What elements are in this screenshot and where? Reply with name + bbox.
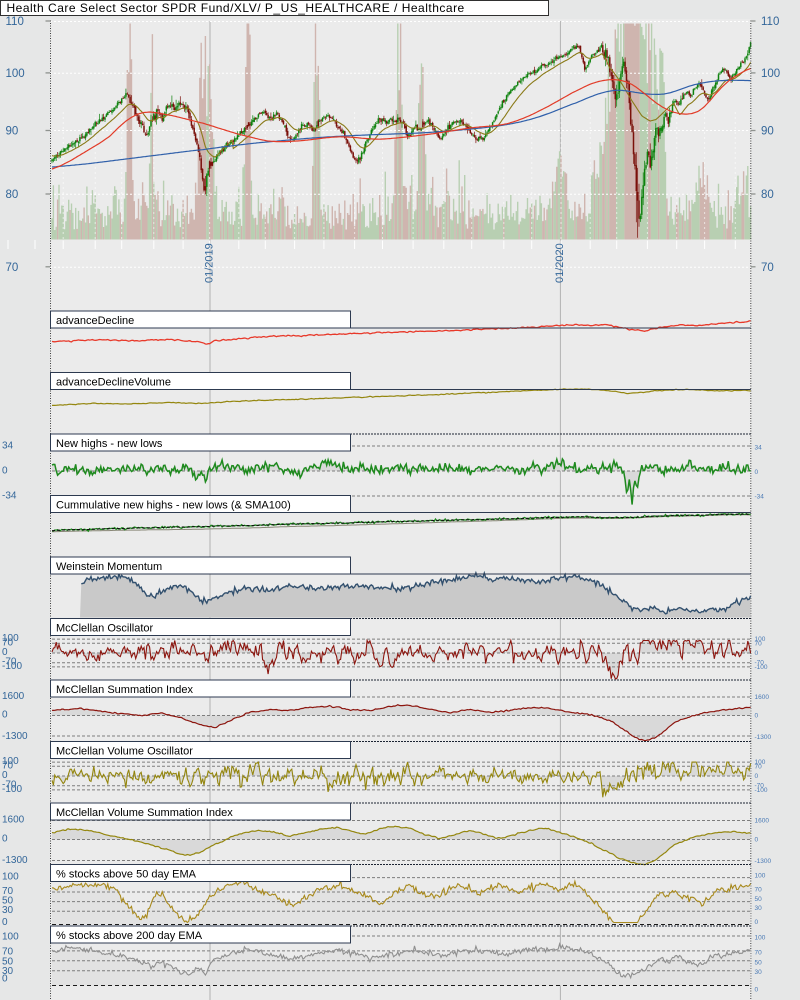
svg-text:1600: 1600: [755, 818, 770, 825]
svg-text:0: 0: [2, 974, 8, 985]
svg-text:80: 80: [761, 189, 774, 201]
svg-text:-100: -100: [2, 784, 22, 795]
svg-text:-34: -34: [755, 494, 765, 501]
svg-text:0: 0: [755, 713, 759, 720]
svg-text:0: 0: [755, 837, 759, 844]
svg-text:New highs - new lows: New highs - new lows: [56, 438, 163, 450]
svg-text:0: 0: [2, 917, 8, 928]
svg-text:1600: 1600: [755, 694, 770, 701]
svg-text:-100: -100: [755, 787, 768, 794]
svg-text:80: 80: [6, 189, 19, 201]
svg-text:110: 110: [761, 16, 779, 28]
svg-text:Health Care Select Sector SPDR: Health Care Select Sector SPDR Fund/XLV/…: [7, 1, 465, 15]
svg-text:34: 34: [2, 441, 14, 452]
svg-text:0: 0: [755, 987, 759, 994]
svg-text:70: 70: [6, 262, 19, 274]
svg-text:50: 50: [755, 959, 763, 966]
svg-text:-1300: -1300: [755, 734, 772, 741]
svg-text:30: 30: [2, 966, 14, 977]
svg-text:-100: -100: [755, 664, 768, 671]
svg-text:110: 110: [6, 16, 24, 28]
svg-text:100: 100: [6, 68, 25, 80]
svg-text:-70: -70: [755, 660, 765, 667]
svg-text:70: 70: [2, 886, 14, 897]
svg-text:0: 0: [2, 466, 8, 477]
svg-text:McClellan Oscillator: McClellan Oscillator: [56, 623, 154, 635]
svg-text:30: 30: [755, 969, 763, 976]
svg-text:50: 50: [2, 896, 14, 907]
svg-text:-1300: -1300: [2, 855, 28, 866]
svg-text:50: 50: [755, 896, 763, 903]
svg-text:100: 100: [2, 932, 19, 943]
svg-text:-70: -70: [755, 783, 765, 790]
svg-text:100: 100: [755, 759, 766, 766]
svg-text:McClellan Volume Summation Ind: McClellan Volume Summation Index: [56, 807, 233, 819]
svg-text:1600: 1600: [2, 691, 25, 702]
svg-text:-1300: -1300: [2, 731, 28, 742]
svg-text:0: 0: [755, 469, 759, 476]
svg-text:70: 70: [755, 887, 763, 894]
svg-text:0: 0: [755, 773, 759, 780]
svg-text:01/2020: 01/2020: [554, 243, 566, 283]
svg-text:0: 0: [755, 919, 759, 926]
svg-text:-1300: -1300: [755, 858, 772, 865]
svg-text:70: 70: [755, 640, 763, 647]
svg-text:90: 90: [761, 126, 774, 138]
svg-text:70: 70: [2, 637, 14, 648]
svg-text:100: 100: [755, 636, 766, 643]
svg-text:-70: -70: [2, 657, 17, 668]
svg-text:90: 90: [6, 126, 19, 138]
svg-text:100: 100: [2, 633, 19, 644]
svg-text:% stocks above 200 day EMA: % stocks above 200 day EMA: [56, 930, 203, 942]
svg-text:70: 70: [755, 949, 763, 956]
svg-text:McClellan Volume Oscillator: McClellan Volume Oscillator: [56, 746, 193, 758]
svg-text:0: 0: [2, 770, 8, 781]
svg-text:0: 0: [2, 834, 8, 845]
svg-text:McClellan Summation Index: McClellan Summation Index: [56, 684, 193, 696]
svg-text:70: 70: [755, 763, 763, 770]
svg-text:% stocks above 50 day EMA: % stocks above 50 day EMA: [56, 869, 197, 881]
svg-text:0: 0: [2, 710, 8, 721]
svg-text:Cummulative new highs - new lo: Cummulative new highs - new lows (& SMA1…: [56, 500, 291, 512]
svg-text:100: 100: [2, 756, 19, 767]
svg-text:0: 0: [755, 650, 759, 657]
svg-text:50: 50: [2, 956, 14, 967]
svg-text:01/2019: 01/2019: [204, 243, 216, 283]
svg-text:advanceDeclineVolume: advanceDeclineVolume: [56, 377, 171, 389]
svg-text:34: 34: [755, 445, 763, 452]
svg-text:100: 100: [755, 873, 766, 880]
svg-text:70: 70: [2, 760, 14, 771]
svg-text:100: 100: [2, 872, 19, 883]
svg-text:70: 70: [761, 262, 774, 274]
svg-text:100: 100: [755, 935, 766, 942]
svg-text:Weinstein Momentum: Weinstein Momentum: [56, 561, 162, 573]
svg-text:0: 0: [2, 647, 8, 658]
svg-text:30: 30: [755, 905, 763, 912]
svg-text:1600: 1600: [2, 815, 25, 826]
svg-text:-100: -100: [2, 661, 22, 672]
svg-text:100: 100: [761, 68, 780, 80]
svg-text:-70: -70: [2, 780, 17, 791]
svg-text:30: 30: [2, 905, 14, 916]
svg-text:-34: -34: [2, 491, 17, 502]
svg-text:advanceDecline: advanceDecline: [56, 315, 134, 327]
svg-text:70: 70: [2, 946, 14, 957]
